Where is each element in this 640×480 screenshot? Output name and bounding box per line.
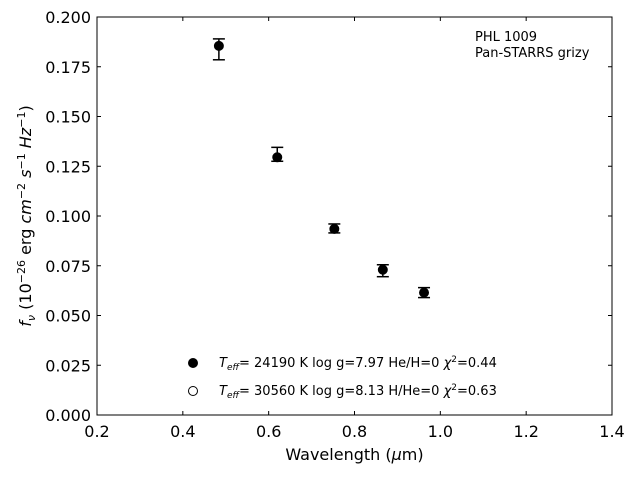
data-point [376, 264, 389, 278]
x-tick-label: 0.4 [170, 422, 195, 441]
x-tick-label: 1.2 [513, 422, 538, 441]
y-tick-label: 0.175 [45, 58, 91, 77]
x-tick-label: 0.2 [84, 422, 109, 441]
data-point [271, 146, 284, 163]
y-tick-label: 0.000 [45, 406, 91, 425]
y-tick-label: 0.100 [45, 207, 91, 226]
y-tick-label: 0.075 [45, 257, 91, 276]
y-tick-label: 0.025 [45, 356, 91, 375]
legend-marker-open [188, 386, 198, 396]
x-tick-label: 1.4 [599, 422, 624, 441]
data-point [212, 38, 225, 61]
x-tick-label: 0.6 [256, 422, 281, 441]
y-tick-label: 0.050 [45, 307, 91, 326]
x-axis-label: Wavelength (μm) [285, 445, 423, 464]
data-marker [329, 223, 340, 234]
x-tick-label: 1.0 [428, 422, 453, 441]
x-axis-ticks: 0.2 0.4 0.6 0.8 1.0 1.2 1.4 [84, 17, 625, 441]
legend-entry-2: Teff= 30560 K log g=8.13 H/He=0 χ2=0.63 [219, 383, 497, 401]
data-marker [213, 40, 224, 51]
legend-entry-1: Teff= 24190 K log g=7.97 He/H=0 χ2=0.44 [219, 355, 497, 373]
data-point [418, 286, 431, 299]
y-tick-label: 0.200 [45, 8, 91, 27]
y-axis-label: fν (10−26 erg cm−2 s−1 Hz−1) [15, 105, 38, 326]
annotation-survey: Pan-STARRS grizy [475, 46, 590, 61]
x-tick-label: 0.8 [342, 422, 367, 441]
y-axis-ticks: 0.000 0.025 0.050 0.075 0.100 0.125 0.150 0.175… [45, 8, 612, 425]
data-marker [272, 152, 283, 163]
data-marker [377, 264, 388, 275]
data-point [328, 223, 341, 234]
annotation-object: PHL 1009 [475, 30, 537, 45]
y-tick-label: 0.125 [45, 157, 91, 176]
y-tick-label: 0.150 [45, 108, 91, 127]
legend-marker-filled [188, 358, 198, 368]
legend: Teff= 24190 K log g=7.97 He/H=0 χ2=0.44 … [188, 355, 497, 401]
data-points [212, 38, 431, 299]
data-marker [419, 287, 430, 298]
